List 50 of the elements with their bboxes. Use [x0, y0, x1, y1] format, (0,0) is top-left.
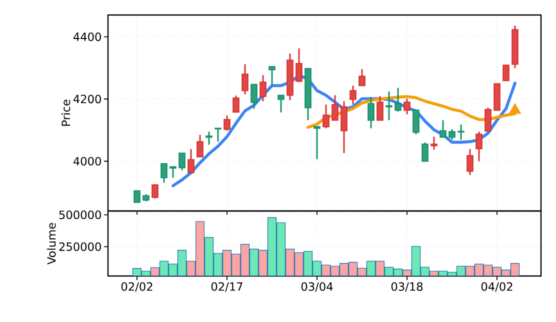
candlestick	[458, 124, 464, 140]
candlestick	[160, 162, 168, 184]
candlestick	[206, 130, 212, 146]
candlestick	[484, 106, 492, 132]
candlestick	[412, 109, 420, 135]
candlestick	[178, 152, 186, 171]
candlestick	[242, 63, 248, 96]
x-tick-label: 03/18	[391, 282, 423, 292]
candlestick	[232, 94, 240, 113]
candlestick	[196, 134, 204, 158]
candlestick	[422, 142, 428, 162]
y-axis-title: Price	[61, 100, 70, 126]
y-tick-label: 4400	[73, 32, 101, 42]
candlestick	[404, 98, 410, 115]
candlestick	[340, 100, 348, 154]
candlestick	[152, 184, 158, 200]
candlestick	[502, 64, 510, 82]
candlestick	[314, 126, 320, 160]
candlestick	[394, 87, 402, 112]
candlestick	[350, 84, 356, 106]
candlestick	[448, 128, 456, 140]
candlestick	[214, 128, 222, 142]
x-tick-label: 02/02	[121, 282, 152, 292]
candlestick	[430, 136, 438, 150]
candlestick	[250, 84, 258, 110]
candlestick	[224, 114, 230, 132]
candlestick	[332, 94, 338, 121]
y-tick-label: 500000	[59, 210, 101, 220]
candlestick	[188, 148, 194, 174]
candlestick	[368, 96, 374, 129]
y-tick-label: 4200	[73, 94, 101, 104]
candlestick	[322, 104, 330, 129]
candlestick	[260, 74, 266, 102]
x-tick-label: 04/02	[481, 282, 512, 292]
candlestick	[170, 166, 176, 178]
candlestick	[476, 130, 482, 162]
candlestick	[134, 190, 140, 203]
y-tick-label: 4000	[73, 156, 101, 166]
candlestick	[440, 119, 446, 138]
y-tick-label: 250000	[59, 242, 101, 251]
candlestick	[358, 68, 366, 86]
y-axis-title: Volume	[46, 223, 56, 264]
candlestick	[296, 48, 302, 83]
x-tick-label: 03/04	[301, 282, 333, 292]
candlestick	[376, 95, 384, 121]
x-tick-label: 02/17	[211, 282, 242, 292]
candlestick	[386, 90, 392, 121]
candlestick	[466, 148, 474, 176]
candlestick	[268, 66, 276, 86]
candlestick	[278, 94, 284, 114]
